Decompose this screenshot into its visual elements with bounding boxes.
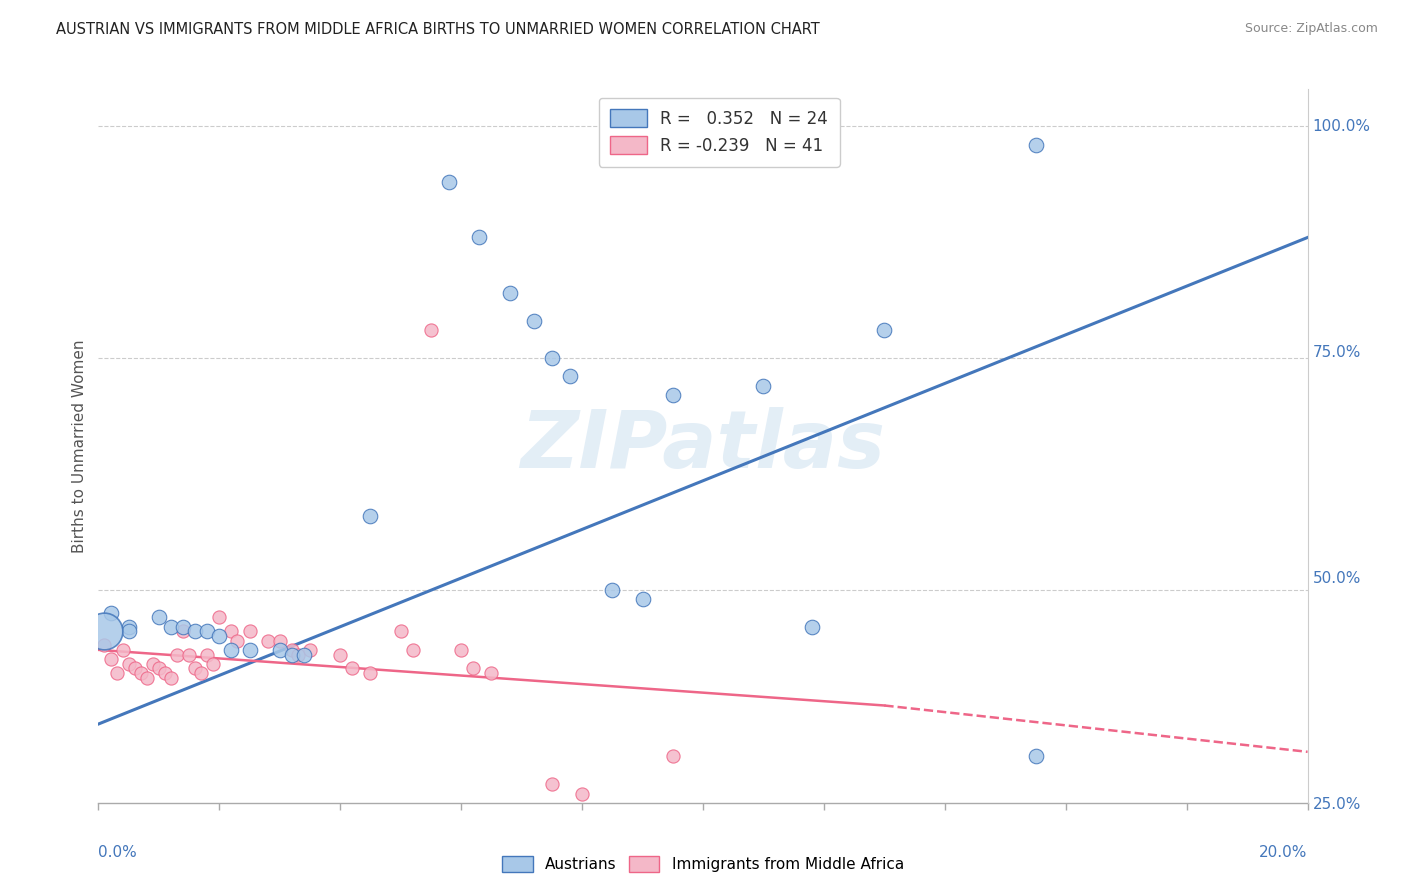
Point [195, 624, 218, 639]
Point [160, 620, 183, 634]
Point [93, 624, 115, 639]
Point [142, 657, 165, 671]
Point [1024, 749, 1046, 764]
Point [360, 666, 382, 681]
Point [148, 610, 170, 624]
Point [468, 230, 491, 244]
Point [226, 633, 249, 648]
Point [195, 648, 218, 662]
Point [360, 508, 382, 523]
Point [202, 657, 225, 671]
Point [190, 666, 212, 681]
Point [148, 661, 170, 675]
Point [100, 652, 122, 666]
Point [481, 666, 503, 681]
Point [153, 666, 176, 681]
Point [172, 624, 194, 639]
Point [221, 643, 243, 657]
Point [239, 643, 262, 657]
Point [118, 624, 141, 639]
Point [100, 606, 122, 620]
Point [498, 286, 520, 301]
Point [208, 629, 231, 643]
Point [463, 661, 485, 675]
Text: Source: ZipAtlas.com: Source: ZipAtlas.com [1244, 22, 1378, 36]
Point [129, 666, 152, 681]
Point [437, 175, 460, 189]
Point [124, 661, 146, 675]
Point [752, 378, 775, 392]
Point [450, 643, 472, 657]
Point [329, 648, 352, 662]
Text: ZIPatlas: ZIPatlas [520, 407, 886, 485]
Point [105, 666, 128, 681]
Point [239, 624, 262, 639]
Point [402, 643, 425, 657]
Point [342, 661, 364, 675]
Point [160, 671, 183, 685]
Text: AUSTRIAN VS IMMIGRANTS FROM MIDDLE AFRICA BIRTHS TO UNMARRIED WOMEN CORRELATION : AUSTRIAN VS IMMIGRANTS FROM MIDDLE AFRIC… [56, 22, 820, 37]
Point [571, 787, 593, 801]
Point [269, 643, 291, 657]
Point [389, 624, 412, 639]
Point [221, 624, 243, 639]
Point [269, 633, 291, 648]
Text: 20.0%: 20.0% [1260, 845, 1308, 860]
Point [602, 582, 624, 597]
Y-axis label: Births to Unmarried Women: Births to Unmarried Women [72, 339, 87, 553]
Point [287, 648, 309, 662]
Point [93, 638, 115, 652]
Point [540, 777, 562, 791]
Point [292, 648, 315, 662]
Point [662, 388, 685, 402]
Point [281, 648, 304, 662]
Point [118, 620, 141, 634]
Point [800, 620, 823, 634]
Legend: Austrians, Immigrants from Middle Africa: Austrians, Immigrants from Middle Africa [495, 848, 911, 880]
Point [118, 657, 141, 671]
Legend: R =   0.352   N = 24, R = -0.239   N = 41: R = 0.352 N = 24, R = -0.239 N = 41 [599, 97, 839, 167]
Point [1024, 137, 1046, 152]
Point [208, 610, 231, 624]
Point [179, 648, 201, 662]
Point [523, 314, 546, 328]
Point [256, 633, 278, 648]
Point [540, 351, 562, 365]
Point [299, 643, 322, 657]
Point [752, 842, 775, 856]
Point [184, 624, 207, 639]
Point [558, 369, 581, 384]
Point [420, 323, 443, 337]
Point [281, 643, 304, 657]
Point [135, 671, 157, 685]
Point [111, 643, 134, 657]
Point [873, 323, 896, 337]
Point [166, 648, 188, 662]
Point [184, 661, 207, 675]
Point [631, 591, 654, 606]
Point [172, 620, 194, 634]
Point [662, 749, 685, 764]
Text: 0.0%: 0.0% [98, 845, 138, 860]
